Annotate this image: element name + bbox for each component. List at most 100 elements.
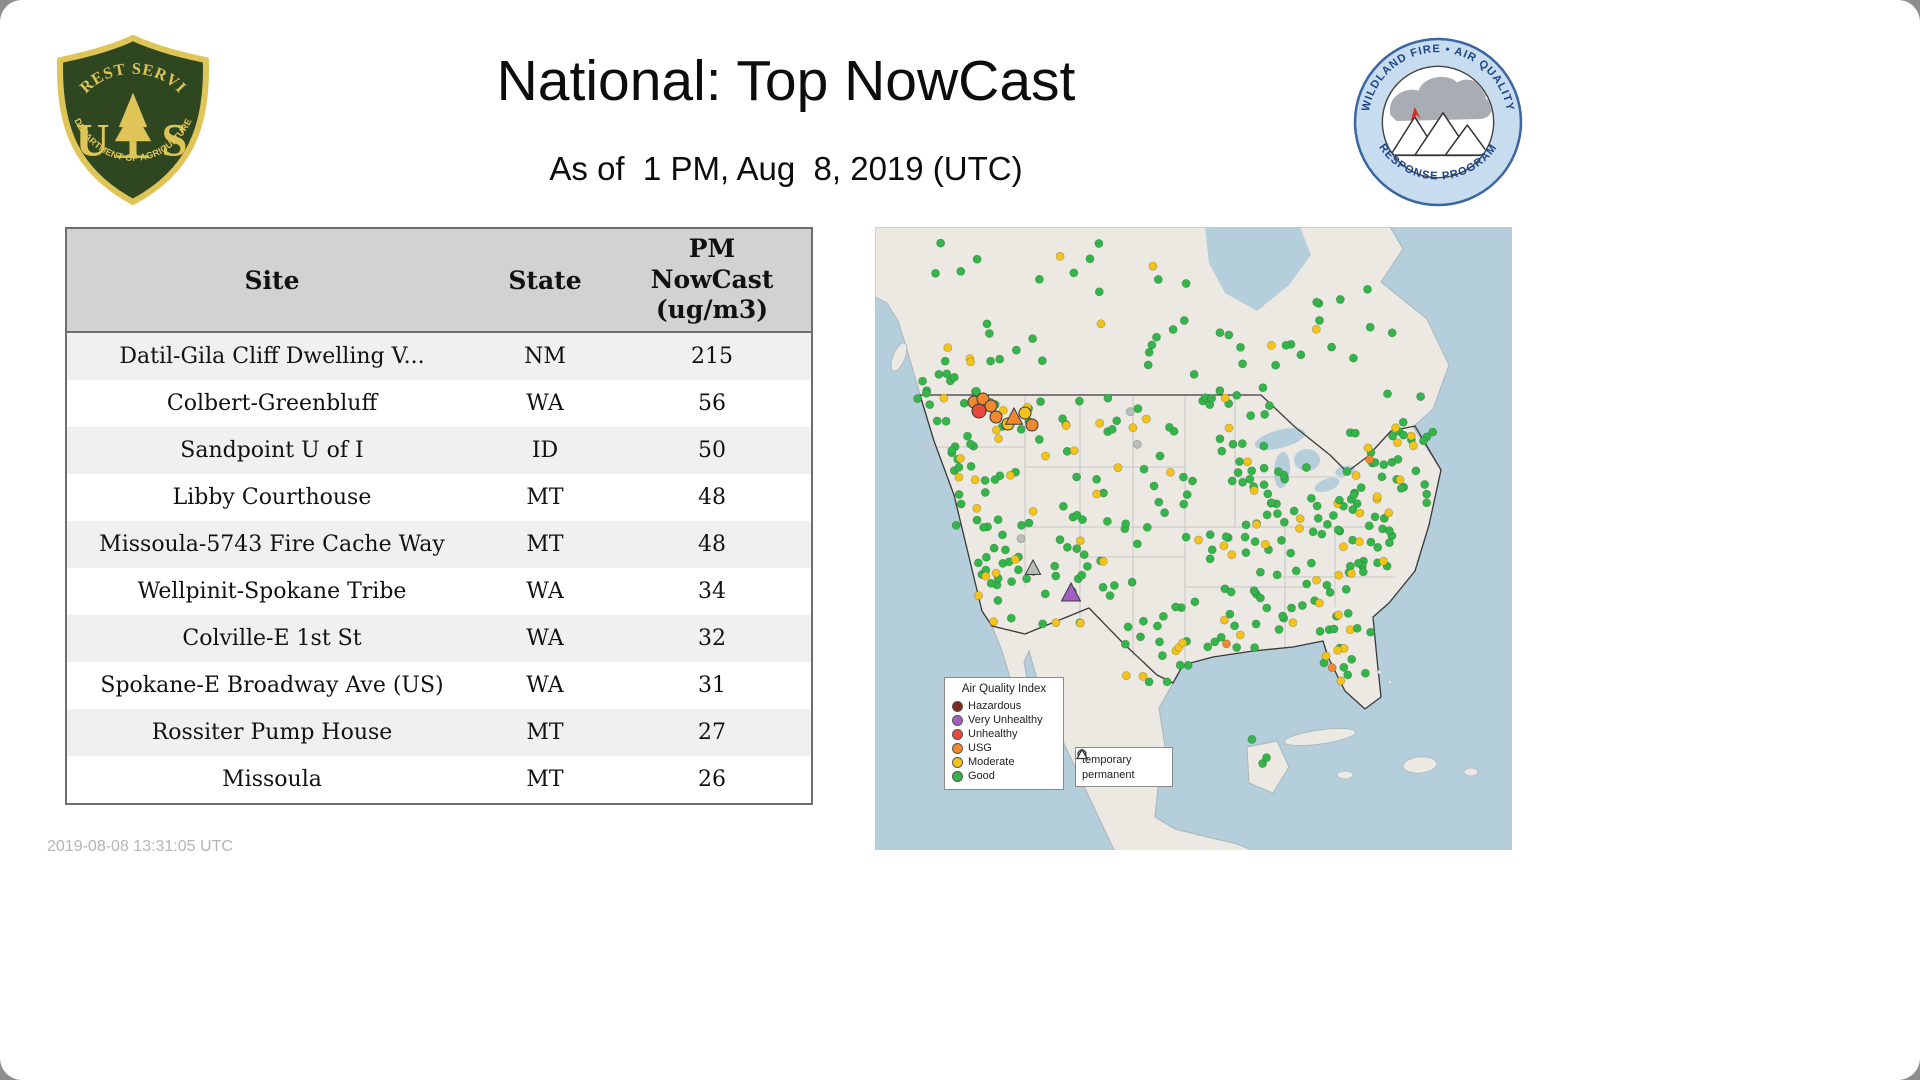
table-row: Wellpinit-Spokane Tribe WA 34 <box>66 568 812 615</box>
station-dot <box>1302 579 1312 589</box>
station-dot <box>1016 424 1026 434</box>
station-dot <box>1259 480 1269 490</box>
station-dot <box>1147 340 1157 350</box>
pm-cell: 215 <box>691 344 733 369</box>
station-dot <box>1312 501 1322 511</box>
station-dot <box>1314 598 1324 608</box>
station-marker-layer <box>967 392 1082 602</box>
vancouver-island <box>890 342 908 372</box>
station-dot <box>1077 570 1087 580</box>
station-dot <box>1360 668 1370 678</box>
station-dot <box>1155 637 1164 647</box>
great-lakes <box>1254 428 1355 493</box>
station-dot <box>1266 341 1276 350</box>
station-dot <box>1378 556 1388 566</box>
station-dot <box>1082 561 1092 571</box>
station-dot <box>1297 601 1307 610</box>
station-dot <box>954 472 964 482</box>
station-dot <box>974 591 983 600</box>
station-dot <box>1333 645 1342 655</box>
station-dot <box>1072 472 1081 482</box>
top-nowcast-table-wrap: Site State PM NowCast (ug/m3) Datil-Gila… <box>65 227 813 805</box>
station-dot <box>1236 342 1245 352</box>
station-dot <box>1351 471 1361 480</box>
station-dot <box>1238 477 1247 487</box>
station-dot <box>1322 580 1332 590</box>
state-cell: WA <box>526 391 564 416</box>
station-dot <box>1251 619 1261 629</box>
state-cell: MT <box>526 720 564 745</box>
station-dot <box>1271 360 1280 370</box>
station-marker <box>1060 581 1082 602</box>
station-dot <box>1215 434 1225 444</box>
station-dot <box>1393 438 1402 448</box>
station-dot <box>1346 569 1356 578</box>
station-dot <box>1224 423 1234 433</box>
station-dot <box>1158 611 1168 621</box>
station-dot <box>1355 508 1365 518</box>
station-dot <box>1230 621 1239 631</box>
station-dot <box>1295 524 1304 533</box>
station-dot <box>959 398 969 408</box>
station-dot <box>1148 261 1158 271</box>
top-nowcast-table: Site State PM NowCast (ug/m3) Datil-Gila… <box>65 227 813 805</box>
station-dot <box>1036 397 1045 406</box>
station-dot <box>1379 460 1389 470</box>
table-row: Libby Courthouse MT 48 <box>66 474 812 521</box>
station-dot <box>1058 414 1067 424</box>
station-dot <box>1263 489 1273 499</box>
station-dot <box>966 357 975 367</box>
station-dot <box>1220 393 1230 403</box>
station-dot <box>993 596 1003 605</box>
station-dot <box>1296 350 1306 360</box>
station-dot <box>1311 324 1321 334</box>
station-dot <box>1011 345 1021 355</box>
station-dot <box>1107 424 1117 434</box>
station-dot <box>1072 510 1082 520</box>
station-dot <box>1055 251 1065 261</box>
station-dot <box>1016 534 1026 543</box>
station-dot <box>956 499 966 509</box>
station-dot <box>1096 319 1106 329</box>
station-dot <box>1241 520 1251 530</box>
station-dot <box>942 369 952 379</box>
station-dot <box>1210 637 1220 647</box>
station-dot <box>1258 759 1267 768</box>
station-dot <box>1062 542 1072 552</box>
station-dot <box>1399 430 1408 440</box>
state-column-header: State <box>477 228 613 333</box>
station-dot <box>1189 369 1199 379</box>
station-dot <box>1350 428 1360 438</box>
station-dot <box>1238 359 1247 369</box>
station-dot <box>1190 597 1200 607</box>
station-dot <box>1013 565 1023 575</box>
station-dot <box>995 354 1005 364</box>
station-dot <box>1181 279 1191 288</box>
station-dot <box>936 238 945 248</box>
station-dot <box>1132 539 1142 549</box>
station-dot <box>1343 670 1353 680</box>
station-dot <box>1024 518 1034 528</box>
pm-cell: 32 <box>698 626 726 651</box>
station-dot <box>994 434 1003 443</box>
legend-item-usg: USG <box>952 741 1056 755</box>
legend-label: Unhealthy <box>968 728 1018 740</box>
station-dot <box>1334 610 1343 620</box>
site-cell: Datil-Gila Cliff Dwelling V... <box>119 344 425 369</box>
station-dot <box>1127 577 1137 587</box>
station-dot <box>989 543 999 553</box>
station-dot <box>1279 517 1289 527</box>
station-dot <box>1179 316 1189 325</box>
station-dot <box>980 488 990 497</box>
station-dot <box>1379 513 1389 523</box>
station-dot <box>1262 753 1271 763</box>
station-dot <box>1136 632 1145 642</box>
station-dot <box>966 439 975 449</box>
station-dot <box>1194 535 1203 545</box>
station-dot <box>1215 328 1225 338</box>
station-dot <box>1289 506 1299 516</box>
station-dot <box>1334 495 1344 505</box>
station-dot <box>1342 467 1352 476</box>
station-dot <box>1372 492 1382 501</box>
station-dot <box>1221 532 1231 542</box>
